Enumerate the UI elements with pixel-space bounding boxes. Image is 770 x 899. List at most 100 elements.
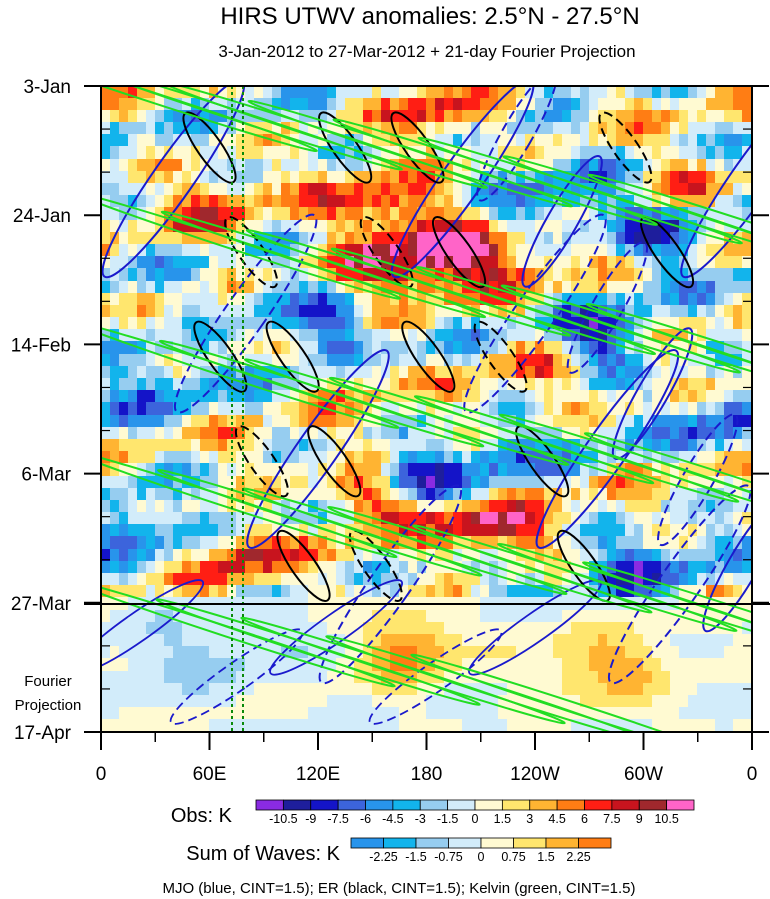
anomaly-cell xyxy=(336,98,347,112)
anomaly-cell xyxy=(164,354,175,368)
anomaly-cell xyxy=(381,293,392,307)
anomaly-cell xyxy=(245,232,256,246)
anomaly-cell xyxy=(155,195,166,209)
anomaly-cell xyxy=(327,658,338,673)
anomaly-cell xyxy=(381,122,392,136)
anomaly-cell xyxy=(308,683,319,697)
anomaly-cell xyxy=(498,354,509,368)
anomaly-cell xyxy=(426,622,437,636)
anomaly-cell xyxy=(263,134,274,148)
anomaly-cell xyxy=(372,378,383,392)
anomaly-cell xyxy=(200,390,211,404)
anomaly-cell xyxy=(128,622,139,636)
anomaly-cell xyxy=(417,341,428,356)
anomaly-cell xyxy=(652,268,663,283)
anomaly-cell xyxy=(209,171,220,185)
anomaly-cell xyxy=(327,98,338,112)
anomaly-cell xyxy=(507,683,518,697)
anomaly-cell xyxy=(580,134,591,148)
anomaly-cell xyxy=(155,610,166,624)
anomaly-cell xyxy=(110,695,121,709)
anomaly-cell xyxy=(399,98,410,112)
anomaly-cell xyxy=(598,549,609,563)
anomaly-cell xyxy=(706,658,717,673)
anomaly-cell xyxy=(417,317,428,331)
anomaly-cell xyxy=(643,561,654,575)
anomaly-cell xyxy=(715,110,726,124)
anomaly-cell xyxy=(724,244,735,258)
anomaly-cell xyxy=(670,159,681,173)
anomaly-cell xyxy=(236,573,247,587)
anomaly-cell xyxy=(290,427,301,441)
anomaly-cell xyxy=(146,488,157,502)
anomaly-cell xyxy=(263,671,274,685)
anomaly-cell xyxy=(408,293,419,307)
anomaly-cell xyxy=(661,610,672,624)
anomaly-cell xyxy=(715,195,726,209)
wave-contour xyxy=(410,653,736,732)
anomaly-cell xyxy=(706,536,717,551)
anomaly-cell xyxy=(562,463,573,478)
anomaly-cell xyxy=(553,86,564,100)
anomaly-cell xyxy=(408,378,419,392)
anomaly-cell xyxy=(336,232,347,246)
anomaly-cell xyxy=(562,610,573,624)
anomaly-cell xyxy=(209,232,220,246)
anomaly-cell xyxy=(390,402,401,417)
anomaly-cell xyxy=(634,232,645,246)
anomaly-cell xyxy=(643,329,654,343)
anomaly-cell xyxy=(182,463,193,478)
anomaly-cell xyxy=(363,86,374,100)
anomaly-cell xyxy=(562,512,573,526)
anomaly-cell xyxy=(290,268,301,283)
anomaly-cell xyxy=(281,549,292,563)
anomaly-cell xyxy=(218,549,229,563)
anomaly-cell xyxy=(553,378,564,392)
anomaly-cell xyxy=(164,195,175,209)
anomaly-cell xyxy=(308,354,319,368)
anomaly-cell xyxy=(173,244,184,258)
anomaly-cell xyxy=(652,390,663,404)
waves-colorbar: -2.25 -1.5 -0.75 0 0.75 1.5 2.25 xyxy=(350,837,612,864)
anomaly-cell xyxy=(245,585,256,599)
anomaly-cell xyxy=(218,439,229,453)
anomaly-cell xyxy=(733,378,744,392)
anomaly-cell xyxy=(381,341,392,356)
anomaly-cell xyxy=(417,573,428,587)
anomaly-cell xyxy=(724,134,735,148)
anomaly-cell xyxy=(209,110,220,124)
anomaly-cell xyxy=(119,244,130,258)
anomaly-cell xyxy=(363,585,374,599)
anomaly-cell xyxy=(724,207,735,222)
anomaly-cell xyxy=(354,220,365,234)
colorbar-tick-label: -6 xyxy=(360,812,371,826)
anomaly-cell xyxy=(453,244,464,258)
anomaly-cell xyxy=(299,110,310,124)
anomaly-cell xyxy=(661,415,672,429)
anomaly-cell xyxy=(589,671,600,685)
anomaly-cell xyxy=(209,329,220,343)
anomaly-cell xyxy=(562,646,573,660)
anomaly-cell xyxy=(480,451,491,465)
anomaly-cell xyxy=(724,500,735,514)
anomaly-cell xyxy=(670,476,681,490)
anomaly-cell xyxy=(137,171,148,185)
anomaly-cell xyxy=(589,195,600,209)
anomaly-cell xyxy=(128,268,139,283)
anomaly-cell xyxy=(571,488,582,502)
anomaly-cell xyxy=(498,671,509,685)
anomaly-cell xyxy=(308,658,319,673)
anomaly-cell xyxy=(670,183,681,197)
anomaly-cell xyxy=(399,500,410,514)
anomaly-cell xyxy=(363,707,374,721)
anomaly-cell xyxy=(525,159,536,173)
anomaly-cell xyxy=(553,549,564,563)
anomaly-cell xyxy=(101,415,112,429)
anomaly-cell xyxy=(480,232,491,246)
anomaly-cell xyxy=(254,98,265,112)
anomaly-cell xyxy=(101,110,112,124)
anomaly-cell xyxy=(417,622,428,636)
anomaly-cell xyxy=(625,683,636,697)
anomaly-cell xyxy=(652,110,663,124)
anomaly-cell xyxy=(580,658,591,673)
